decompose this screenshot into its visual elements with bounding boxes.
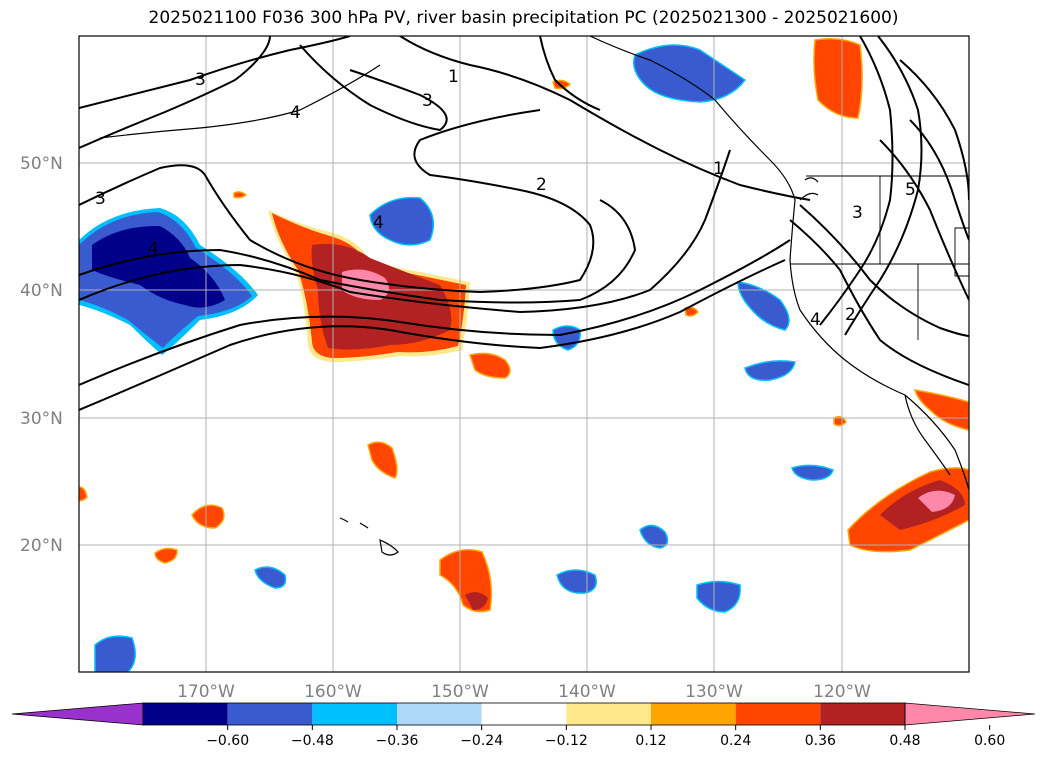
lat-label-40n: 40°N [20,281,63,301]
precip-blobs-negative [94,44,834,672]
pv-label: 3 [852,203,863,223]
map-content: 3 4 1 3 2 1 3 4 3 4 4 2 5 [79,36,969,672]
colorbar-tick-label: 0.36 [805,733,836,749]
colorbar-box [397,703,482,725]
latitude-labels: 50°N 40°N 30°N 20°N [20,154,63,556]
colorbar-tick-label: 0.24 [720,733,751,749]
colorbar-tick-label: 0.12 [635,733,666,749]
pv-label: 2 [536,175,547,195]
pv-label: 2 [845,305,856,325]
pv-label: 3 [195,70,206,90]
colorbar-segments [11,702,1036,726]
colorbar-box [481,703,567,725]
colorbar-box [820,703,905,725]
lon-label-170w: 170°W [177,682,235,702]
pv-label: 4 [290,103,301,123]
precip-blobs-positive [79,38,969,613]
colorbar-box [735,703,821,725]
colorbar-outline [142,702,906,726]
pv-label: 5 [905,180,916,200]
pv-label: 1 [713,159,724,179]
lon-label-160w: 160°W [304,682,362,702]
colorbar-extend-low [11,702,144,726]
colorbar-tick-label: −0.36 [376,733,419,749]
pv-label: 3 [422,91,433,111]
lon-label-120w: 120°W [813,682,871,702]
pv-label: 1 [448,67,459,87]
pv-label: 4 [148,239,159,259]
colorbar-extend-high [904,702,1036,726]
coastlines [99,36,969,556]
colorbar-box [227,703,313,725]
colorbar-tick-label: −0.48 [291,733,334,749]
colorbar-box [566,703,651,725]
map-frame [79,36,969,672]
lon-label-130w: 130°W [685,682,743,702]
lat-label-20n: 20°N [20,536,63,556]
colorbar: −0.60 −0.48 −0.36 −0.24 −0.12 0.12 0.24 0.36 0.4… [11,702,1036,749]
pv-label: 3 [95,189,106,209]
colorbar-tick-label: 0.60 [974,733,1005,749]
lon-label-150w: 150°W [431,682,489,702]
lon-label-140w: 140°W [558,682,616,702]
map-title: 2025021100 F036 300 hPa PV, river basin … [148,8,899,28]
colorbar-ticks: −0.60 −0.48 −0.36 −0.24 −0.12 0.12 0.24 0.36 0.4… [206,725,1005,749]
colorbar-tick-label: −0.12 [545,733,588,749]
pv-contour-labels: 3 4 1 3 2 1 3 4 3 4 4 2 5 [95,67,916,330]
pv-label: 4 [373,213,384,233]
longitude-labels: 170°W 160°W 150°W 140°W 130°W 120°W [177,682,871,702]
lat-label-30n: 30°N [20,409,63,429]
pv-contours [79,36,969,411]
pv-label: 4 [810,310,821,330]
colorbar-box [312,703,397,725]
precip-negative-west [79,208,258,355]
colorbar-box [651,703,736,725]
colorbar-tick-label: −0.60 [206,733,249,749]
colorbar-tick-label: 0.48 [889,733,920,749]
colorbar-box [143,703,228,725]
lat-label-50n: 50°N [20,154,63,174]
colorbar-tick-label: −0.24 [460,733,503,749]
